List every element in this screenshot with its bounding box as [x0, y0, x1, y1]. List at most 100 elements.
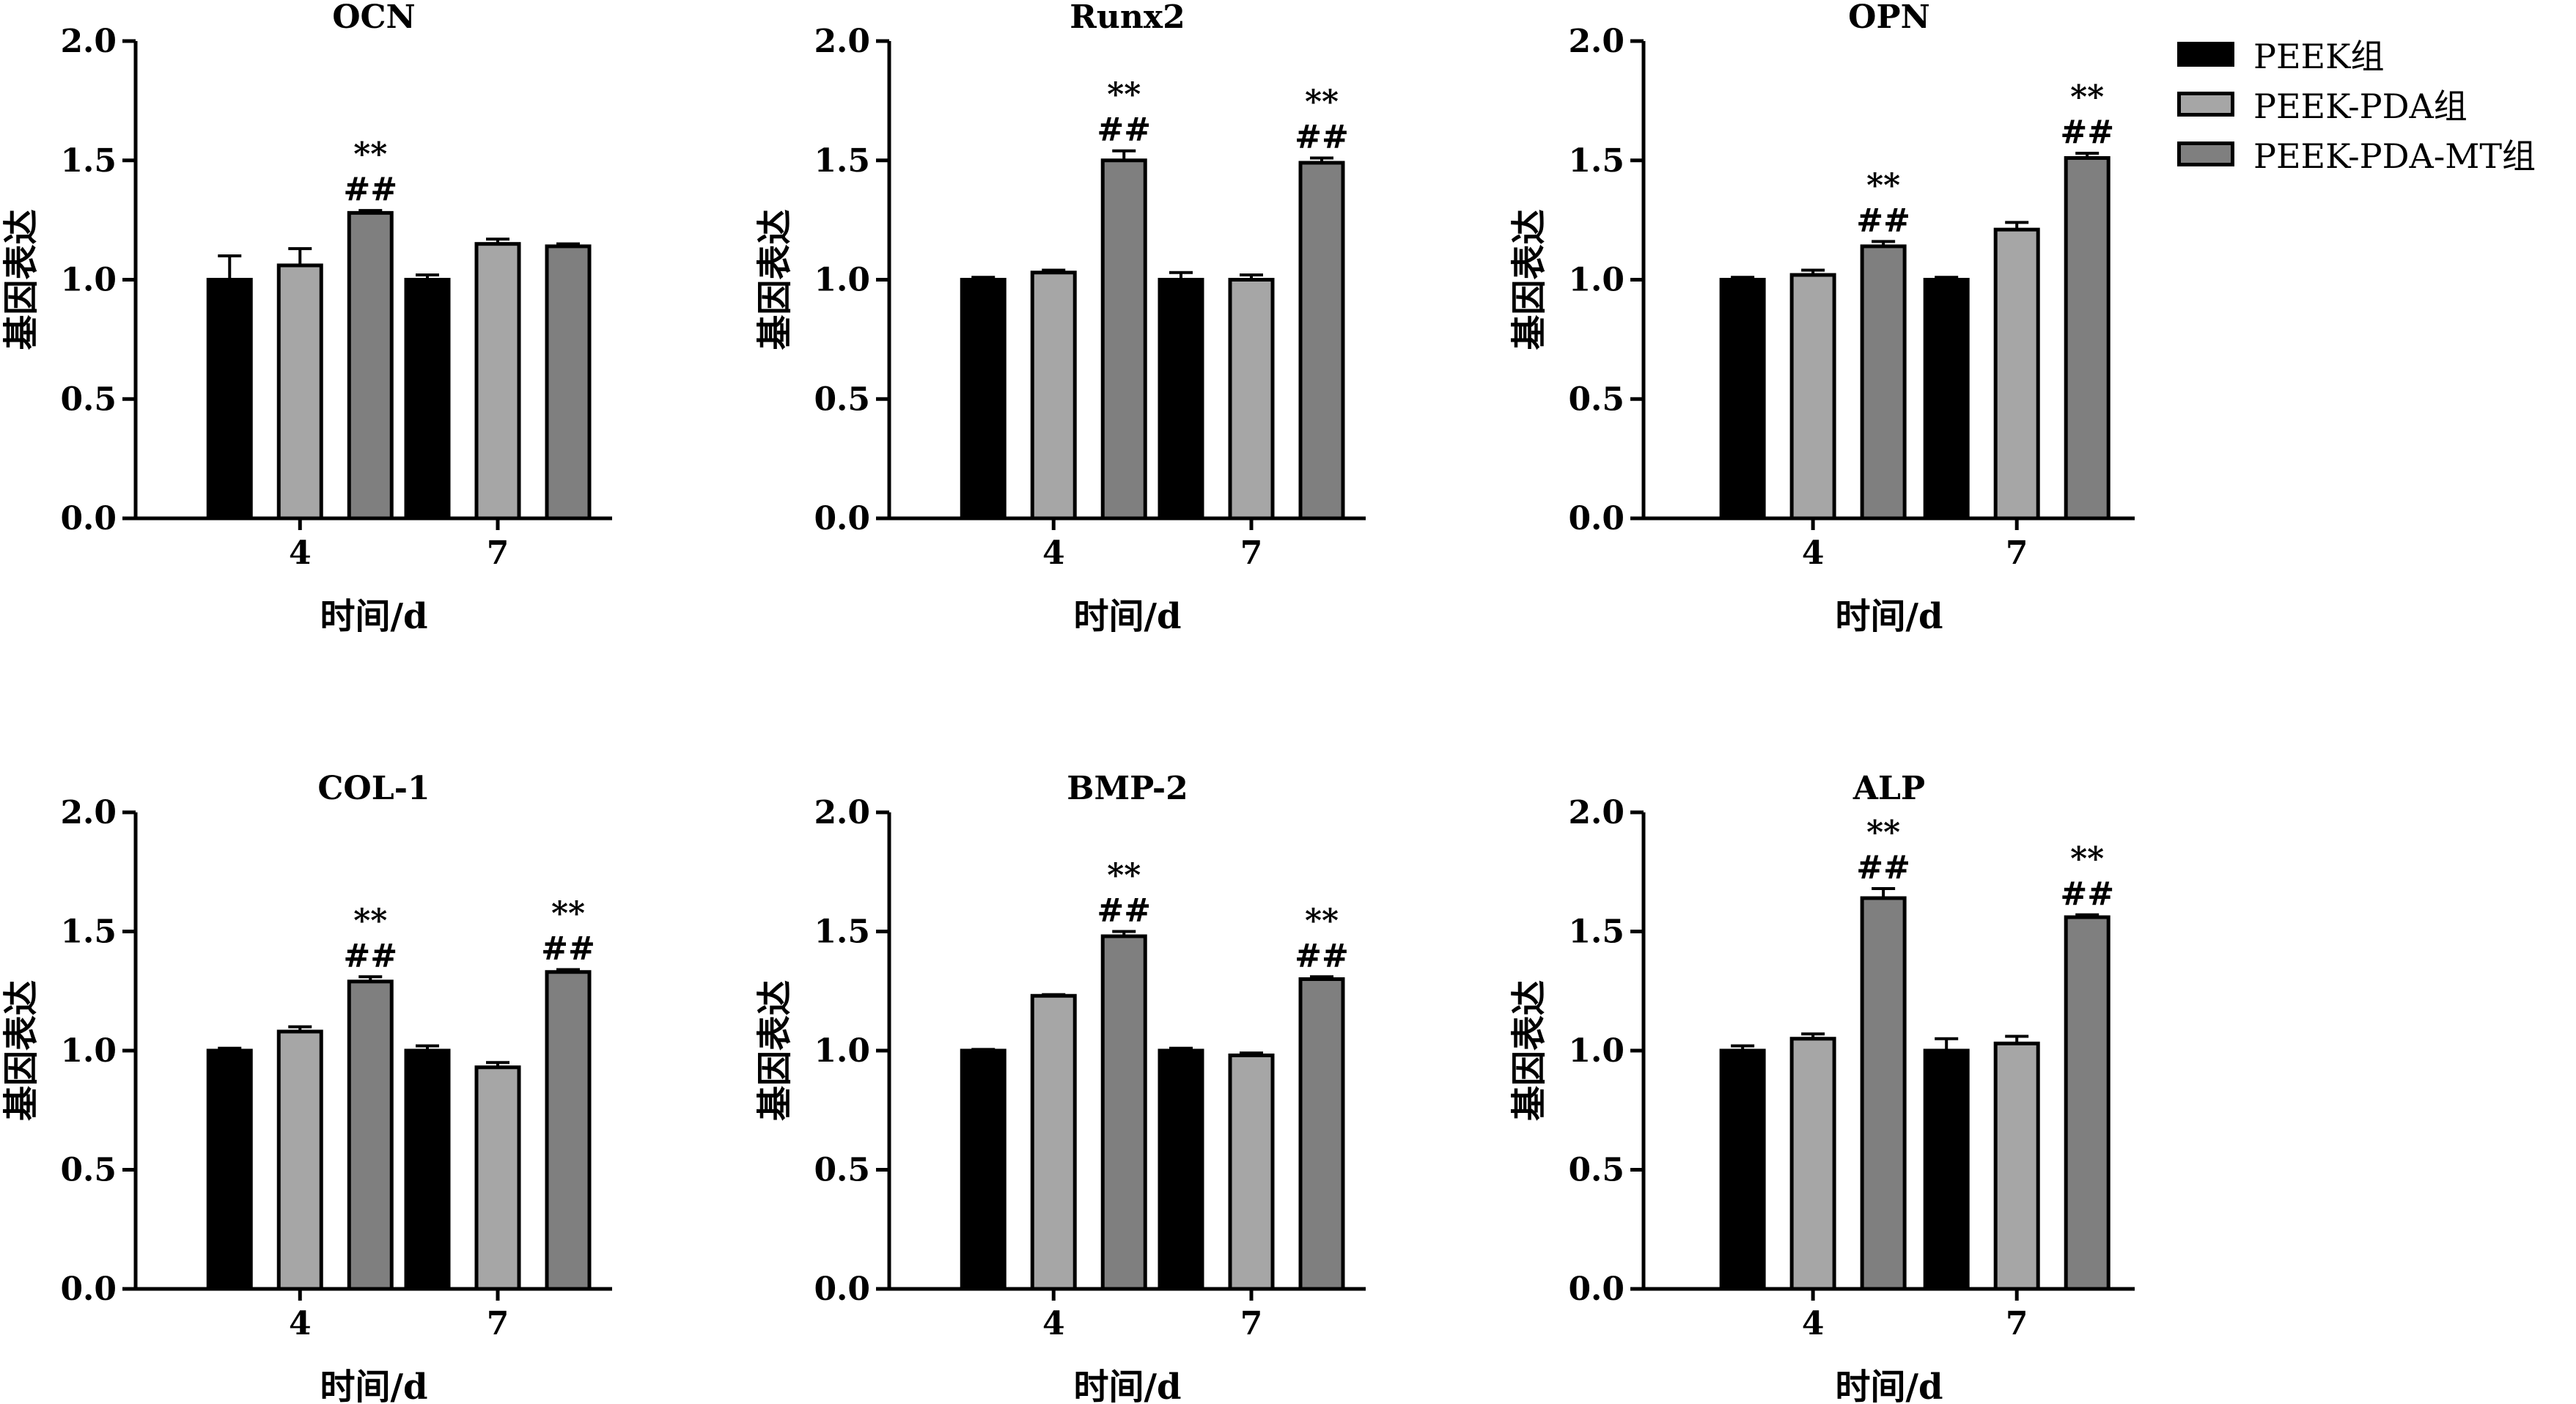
- significance-label: ##: [1295, 937, 1349, 974]
- y-tick-label: 2.0: [60, 23, 117, 60]
- x-axis-label: 时间/d: [1073, 1367, 1181, 1404]
- x-tick-label: 7: [487, 534, 509, 572]
- legend-swatch-peek-pda: [2177, 92, 2234, 117]
- significance-label: ##: [343, 937, 397, 974]
- significance-label: ##: [343, 171, 397, 208]
- significance-label: **: [1866, 166, 1900, 204]
- chart-title: OCN: [332, 0, 416, 36]
- significance-label: **: [1866, 814, 1900, 851]
- y-tick-label: 1.5: [60, 914, 117, 951]
- legend: PEEK组 PEEK-PDA组 PEEK-PDA-MT组: [2177, 29, 2536, 179]
- significance-label: **: [353, 136, 387, 173]
- y-tick-label: 0.0: [814, 1271, 870, 1308]
- x-axis-label: 时间/d: [1073, 596, 1181, 637]
- significance-label: **: [1305, 902, 1339, 939]
- y-tick-label: 0.0: [1568, 500, 1624, 537]
- bar: [1228, 1054, 1275, 1291]
- significance-label: **: [2070, 78, 2104, 116]
- bar: [276, 1029, 323, 1291]
- significance-label: **: [1107, 76, 1141, 114]
- significance-label: ##: [541, 930, 595, 968]
- bar: [1228, 278, 1275, 521]
- legend-label-peek-pda: PEEK-PDA组: [2253, 87, 2468, 126]
- y-axis-label: 基因表达: [1509, 209, 1550, 350]
- y-axis-label: 基因表达: [1, 980, 42, 1121]
- bar: [2064, 915, 2111, 1291]
- significance-label: ##: [1856, 202, 1910, 239]
- y-tick-label: 2.0: [814, 794, 870, 831]
- bar: [1719, 278, 1766, 521]
- significance-label: ##: [1097, 111, 1151, 149]
- significance-label: **: [1107, 857, 1141, 894]
- x-axis-label: 时间/d: [1835, 1367, 1943, 1404]
- chart-title: OPN: [1848, 0, 1930, 36]
- x-tick-label: 4: [1042, 1305, 1065, 1342]
- y-axis-label: 基因表达: [754, 209, 795, 350]
- bar: [404, 278, 451, 521]
- bar: [1923, 278, 1970, 521]
- significance-label: ##: [2060, 114, 2114, 151]
- y-axis-label: 基因表达: [754, 980, 795, 1121]
- y-tick-label: 1.0: [1568, 1032, 1624, 1070]
- bar: [347, 980, 394, 1291]
- bar: [474, 242, 521, 521]
- y-tick-label: 2.0: [1568, 23, 1624, 60]
- significance-label: **: [2070, 840, 2104, 878]
- bar: [1158, 278, 1204, 521]
- legend-item-peek-pda-mt: PEEK-PDA-MT组: [2177, 129, 2536, 179]
- bar: [1789, 273, 1836, 521]
- y-tick-label: 1.0: [814, 262, 870, 299]
- legend-item-peek-pda: PEEK-PDA组: [2177, 79, 2536, 129]
- bar: [1860, 244, 1907, 521]
- significance-label: **: [1305, 83, 1339, 120]
- chart-title: BMP-2: [1067, 770, 1188, 807]
- bar: [1789, 1037, 1836, 1291]
- y-tick-label: 1.5: [814, 914, 870, 951]
- y-tick-label: 2.0: [1568, 794, 1624, 831]
- y-axis-label: 基因表达: [1, 209, 42, 350]
- x-axis-label: 时间/d: [320, 596, 427, 637]
- y-tick-label: 0.5: [1568, 381, 1624, 418]
- bar: [1923, 1048, 1970, 1291]
- x-tick-label: 7: [487, 1305, 509, 1342]
- y-tick-label: 0.5: [814, 381, 870, 418]
- bar: [206, 278, 253, 521]
- bar: [545, 970, 592, 1291]
- chart-title: ALP: [1852, 770, 1925, 807]
- y-tick-label: 0.0: [1568, 1271, 1624, 1308]
- bar: [1100, 158, 1147, 521]
- bar: [1030, 993, 1077, 1291]
- x-tick-label: 7: [2006, 1305, 2028, 1342]
- significance-label: **: [551, 895, 585, 933]
- chart-title: COL-1: [317, 770, 430, 807]
- bar: [1298, 977, 1345, 1291]
- significance-label: ##: [1295, 118, 1349, 155]
- bar: [2064, 155, 2111, 521]
- bar: [206, 1048, 253, 1291]
- significance-label: ##: [1097, 892, 1151, 930]
- bar: [1100, 934, 1147, 1291]
- y-tick-label: 1.0: [60, 1032, 117, 1070]
- legend-item-peek: PEEK组: [2177, 29, 2536, 79]
- x-tick-label: 7: [2006, 534, 2028, 572]
- bar: [347, 210, 394, 521]
- y-tick-label: 1.5: [814, 142, 870, 180]
- bar: [1158, 1048, 1204, 1291]
- x-axis-label: 时间/d: [320, 1367, 427, 1404]
- x-tick-label: 4: [1042, 534, 1065, 572]
- x-tick-label: 4: [289, 1305, 312, 1342]
- y-axis-label: 基因表达: [1509, 980, 1550, 1121]
- x-tick-label: 7: [1240, 534, 1263, 572]
- chart-panel-1: OCN 0.0 0.5 1.0 1.5 2.0 基因表达 4 7 **## 时间/d: [1, 0, 612, 637]
- y-tick-label: 0.5: [814, 1152, 870, 1189]
- bar: [1993, 227, 2040, 521]
- legend-swatch-peek: [2177, 42, 2234, 67]
- bar: [474, 1065, 521, 1291]
- bar: [1030, 271, 1077, 521]
- bar: [1860, 896, 1907, 1291]
- y-tick-label: 0.0: [814, 500, 870, 537]
